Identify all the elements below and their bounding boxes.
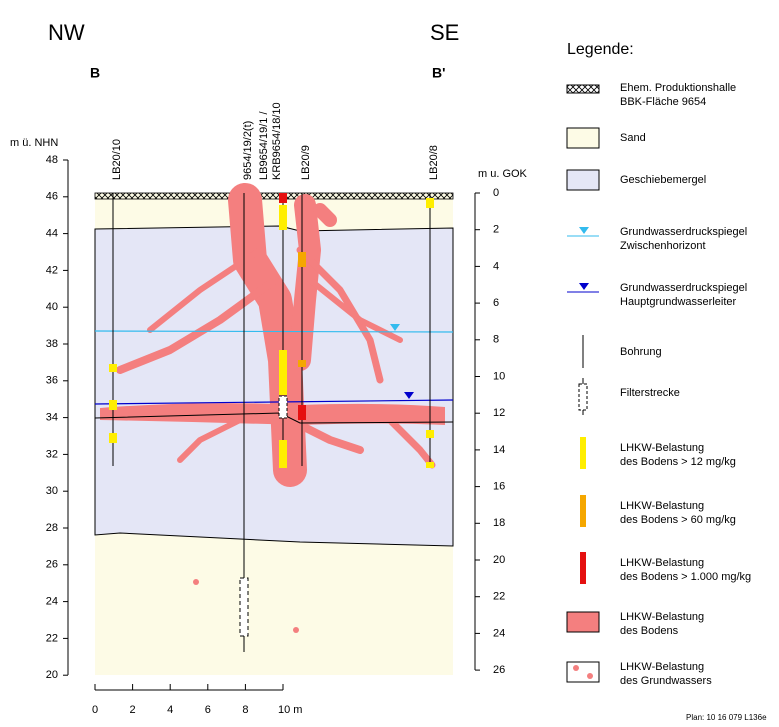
borehole-label: LB9654/19/1 / <box>258 111 270 180</box>
left-tick-label: 20 <box>46 669 58 681</box>
left-tick-label: 34 <box>46 412 58 424</box>
plume-band <box>100 403 445 425</box>
legend-text: Geschiebemergel <box>620 174 706 186</box>
left-tick-label: 44 <box>46 228 58 240</box>
label-se: SE <box>430 20 459 45</box>
right-tick-label: 4 <box>493 260 499 272</box>
legend-text: Ehem. Produktionshalle <box>620 82 736 94</box>
hall <box>94 192 454 200</box>
legend-text: Grundwasserdruckspiegel <box>620 226 747 238</box>
bottom-tick-label: 8 <box>242 704 248 716</box>
legend-text: Sand <box>620 132 646 144</box>
right-tick-label: 22 <box>493 591 505 603</box>
legend-text: LHKW-Belastung <box>620 557 704 569</box>
right-tick-label: 18 <box>493 517 505 529</box>
right-tick-label: 2 <box>493 224 499 236</box>
borehole-label: KRB9654/18/10 <box>271 102 283 180</box>
right-tick-label: 16 <box>493 481 505 493</box>
legend-text: BBK-Fläche 9654 <box>620 96 706 108</box>
legend-text: Grundwasserdruckspiegel <box>620 282 747 294</box>
left-tick-label: 28 <box>46 522 58 534</box>
gw-main <box>94 399 454 405</box>
bottom-tick-label: 6 <box>205 704 211 716</box>
bottom-tick-label: 2 <box>130 704 136 716</box>
borehole-label: LB20/10 <box>111 139 123 180</box>
left-tick-label: 36 <box>46 375 58 387</box>
left-tick-label: 32 <box>46 448 58 460</box>
right-tick-label: 20 <box>493 554 505 566</box>
right-tick-label: 24 <box>493 627 505 639</box>
legend-text: LHKW-Belastung <box>620 611 704 623</box>
left-axis-title: m ü. NHN <box>10 137 58 149</box>
right-tick-label: 6 <box>493 297 499 309</box>
right-tick-label: 10 <box>493 370 505 382</box>
right-tick-label: 14 <box>493 444 505 456</box>
right-tick-label: 8 <box>493 334 499 346</box>
legend-text: Filterstrecke <box>620 387 680 399</box>
right-tick-label: 0 <box>493 187 499 199</box>
left-tick-label: 38 <box>46 338 58 350</box>
bottom-tick-label: 4 <box>167 704 173 716</box>
soil-markers <box>109 193 444 633</box>
legend-text: LHKW-Belastung <box>620 661 704 673</box>
legend-text: LHKW-Belastung <box>620 442 704 454</box>
gw-marker <box>390 324 400 331</box>
label-b: B <box>90 65 100 81</box>
right-axis-title: m u. GOK <box>478 168 528 180</box>
legend-title: Legende: <box>567 41 634 58</box>
left-tick-label: 24 <box>46 596 58 608</box>
label-b2: B' <box>432 65 445 81</box>
legend-text: des Grundwassers <box>620 675 712 687</box>
bottom-tick-label: 0 <box>92 704 98 716</box>
layer-line <box>94 412 454 424</box>
legend-icons <box>566 84 600 683</box>
left-tick-label: 22 <box>46 632 58 644</box>
left-tick-label: 26 <box>46 559 58 571</box>
borehole-label: 9654/19/2(t) <box>242 121 254 180</box>
left-tick-label: 48 <box>46 154 58 166</box>
left-tick-label: 46 <box>46 191 58 203</box>
left-tick-label: 40 <box>46 301 58 313</box>
legend-text: Hauptgrundwasserleiter <box>620 296 737 308</box>
legend-text: Bohrung <box>620 346 662 358</box>
legend-text: des Bodens > 1.000 mg/kg <box>620 571 751 583</box>
left-tick-label: 42 <box>46 264 58 276</box>
gw-marker <box>404 392 414 399</box>
bottom-tick-label: 10 m <box>278 704 302 716</box>
right-tick-label: 26 <box>493 664 505 676</box>
legend-text: LHKW-Belastung <box>620 500 704 512</box>
legend-text: des Bodens > 60 mg/kg <box>620 514 736 526</box>
borehole-label: LB20/9 <box>300 145 312 180</box>
boreholes <box>112 193 431 652</box>
plan-note: Plan: 10 16 079 L136e <box>686 713 767 722</box>
left-tick-label: 30 <box>46 485 58 497</box>
borehole-label: LB20/8 <box>428 145 440 180</box>
legend-text: des Bodens > 12 mg/kg <box>620 456 736 468</box>
legend-text: Zwischenhorizont <box>620 240 706 252</box>
label-nw: NW <box>48 20 85 45</box>
right-tick-label: 12 <box>493 407 505 419</box>
legend-text: des Bodens <box>620 625 679 637</box>
gw-intermediate <box>94 330 454 333</box>
